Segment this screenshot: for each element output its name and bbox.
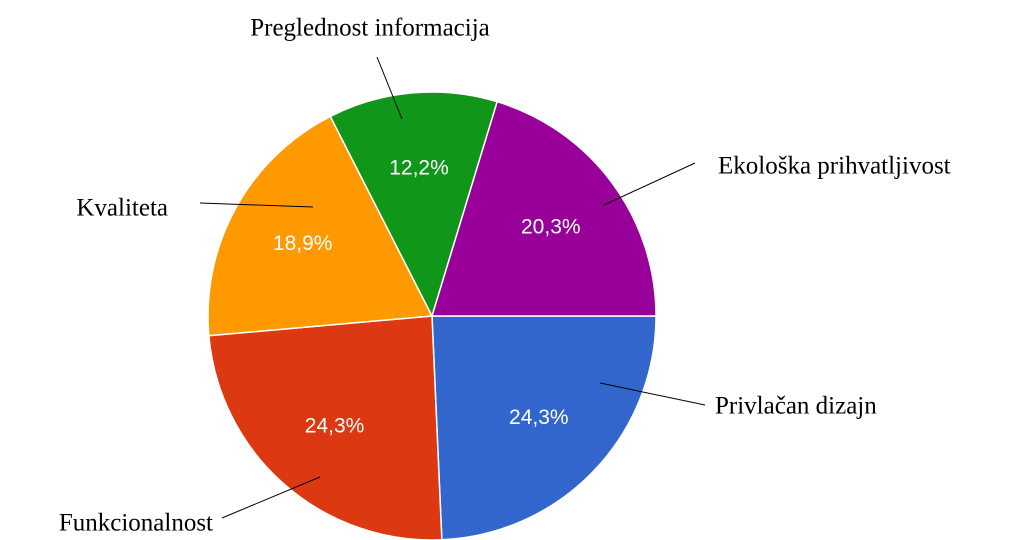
pie-slice bbox=[207, 115, 434, 337]
slice-value-label: 24,3% bbox=[305, 415, 365, 438]
slice-value-label: 24,3% bbox=[509, 406, 569, 429]
slice-label: Ekološka prihvatljivost bbox=[718, 153, 951, 180]
pie-slice bbox=[208, 315, 443, 540]
leader-line bbox=[221, 476, 321, 519]
slice-value-label: 18,9% bbox=[273, 232, 333, 255]
slice-label: Kvaliteta bbox=[76, 195, 168, 222]
pie-slice bbox=[430, 100, 657, 317]
pie-slice bbox=[329, 91, 499, 318]
slice-value-label: 12,2% bbox=[389, 156, 449, 179]
leader-line bbox=[599, 382, 706, 406]
pie-slice bbox=[431, 315, 657, 540]
leader-line bbox=[199, 202, 314, 208]
slice-label: Privlačan dizajn bbox=[715, 393, 877, 420]
slice-label: Preglednost informacija bbox=[250, 15, 490, 42]
leader-line bbox=[376, 56, 403, 120]
leader-line bbox=[603, 162, 696, 206]
slice-value-label: 20,3% bbox=[521, 216, 581, 239]
slice-label: Funkcionalnost bbox=[59, 510, 213, 537]
